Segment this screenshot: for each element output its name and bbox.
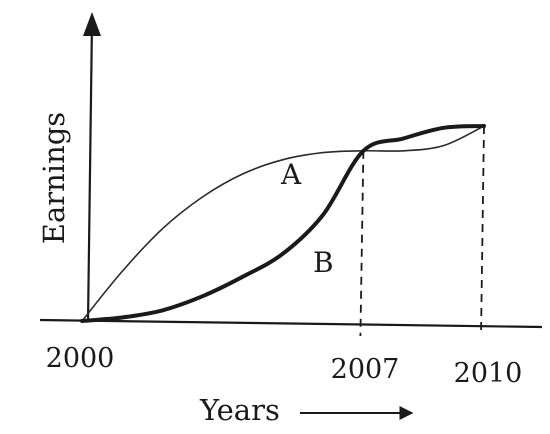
y-axis (86, 21, 94, 323)
drop-line-2007 (359, 150, 365, 337)
curve-a (81, 125, 485, 322)
drop-line-2010 (480, 125, 485, 337)
curve-label-a: A (280, 158, 302, 191)
x-axis (39, 318, 543, 329)
curve-label-b: B (313, 246, 334, 279)
curve-b (80, 124, 486, 323)
x-tick-label-2000: 2000 (46, 343, 115, 374)
y-axis-arrow-icon (83, 12, 101, 36)
y-axis-label: Earnings (37, 112, 71, 244)
x-tick-label-2010: 2010 (454, 358, 523, 389)
x-tick-label-2007: 2007 (331, 354, 400, 385)
x-axis-label: Years (199, 393, 280, 427)
